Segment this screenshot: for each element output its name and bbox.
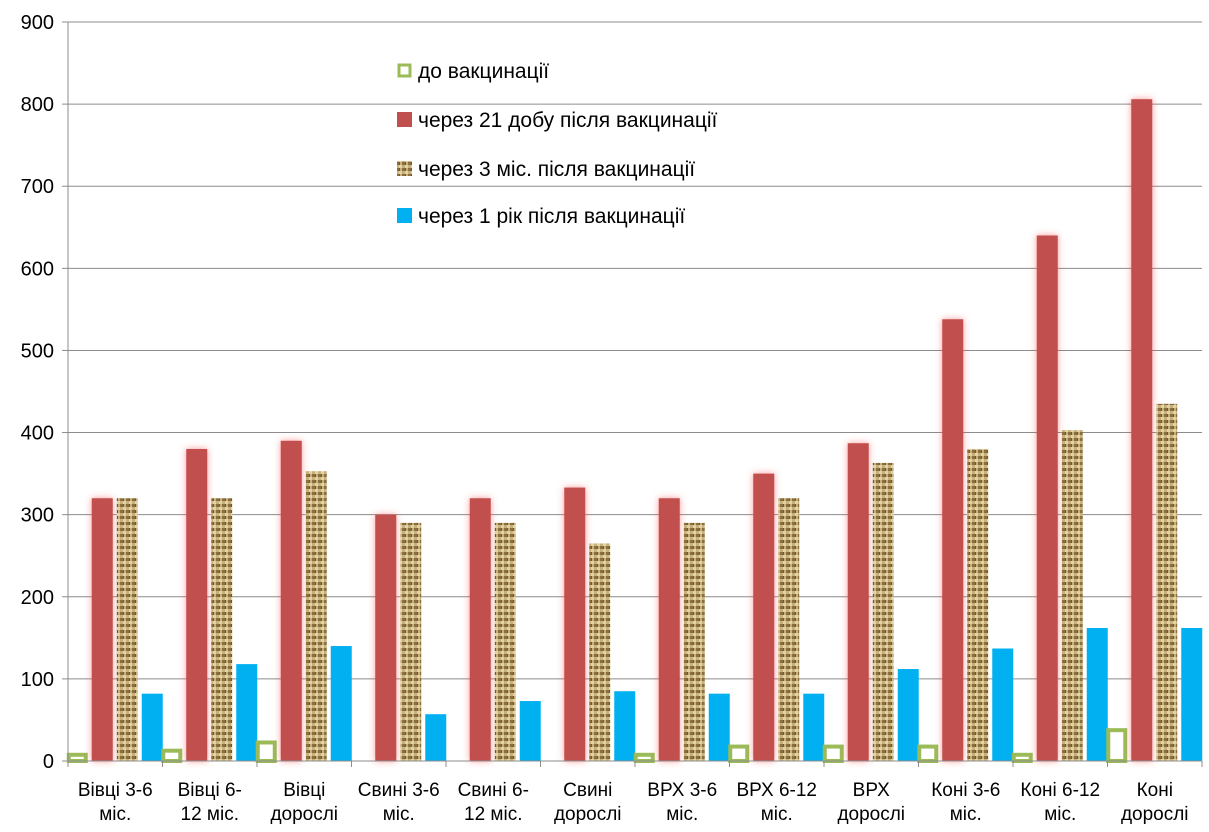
legend-label: до вакцинації xyxy=(418,60,549,83)
gridlines xyxy=(68,21,1202,680)
bar-1-year xyxy=(897,669,919,761)
bar-3-months xyxy=(494,522,516,761)
legend: до вакцинації через 21 добу після вакцина… xyxy=(397,60,718,228)
bar-1-year xyxy=(992,648,1014,761)
bar-1-year xyxy=(614,691,636,761)
bar-21-days xyxy=(564,487,586,761)
bar-3-months xyxy=(116,498,138,761)
x-tick-label: Вівці 6-12 міс. xyxy=(178,780,242,825)
legend-label: через 1 рік після вакцинації xyxy=(418,205,685,228)
bar-3-months xyxy=(305,471,327,761)
bar-1-year xyxy=(519,701,541,761)
bar-1-year xyxy=(330,646,352,761)
bar-3-months xyxy=(1156,403,1178,761)
bar-before-vaccination xyxy=(633,752,655,763)
bar-before-vaccination xyxy=(1106,728,1128,764)
bar-21-days xyxy=(658,498,680,761)
y-axis-ticks: 0 100 200 300 400 500 600 700 800 900 xyxy=(21,12,68,773)
bar-1-year xyxy=(708,693,730,761)
bar-3-months xyxy=(967,448,989,761)
bar-1-year xyxy=(141,693,163,761)
x-tick-label: Коні 6-12 міс. xyxy=(1020,780,1100,825)
legend-swatch xyxy=(397,208,412,223)
bars xyxy=(66,99,1203,764)
bar-3-months xyxy=(778,498,800,761)
bar-1-year xyxy=(1086,627,1108,761)
axes xyxy=(67,22,1203,767)
bar-3-months xyxy=(589,543,611,761)
bar-21-days xyxy=(1036,235,1058,761)
legend-label: через 21 добу після вакцинації xyxy=(418,109,718,132)
bar-21-days xyxy=(753,473,775,761)
bar-21-days xyxy=(1131,99,1153,761)
bar-21-days xyxy=(375,514,397,761)
bar-1-year xyxy=(803,693,825,761)
bar-before-vaccination xyxy=(822,744,844,763)
x-tick-label: ВРХ 6-12 міс. xyxy=(737,780,817,825)
bar-3-months xyxy=(400,522,422,761)
bar-3-months xyxy=(1061,430,1083,761)
legend-swatch xyxy=(397,112,412,127)
bar-1-year xyxy=(425,714,447,761)
bar-before-vaccination xyxy=(917,744,939,763)
bar-before-vaccination xyxy=(66,752,88,763)
x-tick-label: Вівці 3-6 міс. xyxy=(78,780,153,825)
bar-3-months xyxy=(872,462,894,761)
legend-swatch xyxy=(397,161,412,176)
bar-3-months xyxy=(211,498,233,761)
x-tick-label: Вівці дорослі xyxy=(270,780,338,825)
x-tick-label: Свині 3-6 міс. xyxy=(358,780,440,825)
bar-1-year xyxy=(1181,627,1203,761)
bar-3-months xyxy=(683,522,705,761)
x-tick-label: Свині дорослі xyxy=(554,780,622,825)
bar-21-days xyxy=(469,498,491,761)
bar-21-days xyxy=(847,443,869,761)
bar-1-year xyxy=(236,664,258,761)
y-tick-label: 700 xyxy=(21,176,54,198)
y-tick-label: 200 xyxy=(21,587,54,609)
y-tick-label: 0 xyxy=(43,751,54,773)
bar-21-days xyxy=(91,498,113,761)
bar-21-days xyxy=(280,440,302,761)
bar-before-vaccination xyxy=(1011,752,1033,763)
bar-before-vaccination xyxy=(161,748,183,764)
y-tick-label: 400 xyxy=(21,423,54,445)
y-tick-label: 600 xyxy=(21,258,54,280)
bar-before-vaccination xyxy=(255,740,277,764)
y-tick-label: 800 xyxy=(21,94,54,116)
bar-21-days xyxy=(186,448,208,761)
x-axis-labels: Вівці 3-6 міс. Вівці 6-12 міс. Вівці дорослі… xyxy=(78,780,1189,825)
y-tick-label: 500 xyxy=(21,340,54,362)
y-tick-label: 300 xyxy=(21,505,54,527)
y-tick-label: 900 xyxy=(21,12,54,34)
bar-before-vaccination xyxy=(728,744,750,763)
y-tick-label: 100 xyxy=(21,669,54,691)
x-tick-label: Коні дорослі xyxy=(1121,780,1189,825)
x-tick-label: ВРХ дорослі xyxy=(837,780,905,825)
legend-swatch xyxy=(397,63,412,78)
legend-label: через 3 міс. після вакцинації xyxy=(418,158,695,181)
x-tick-label: Свині 6-12 міс. xyxy=(458,780,529,825)
x-tick-label: ВРХ 3-6 міс. xyxy=(647,780,717,825)
x-tick-label: Коні 3-6 міс. xyxy=(931,780,1000,825)
bar-21-days xyxy=(942,319,964,761)
